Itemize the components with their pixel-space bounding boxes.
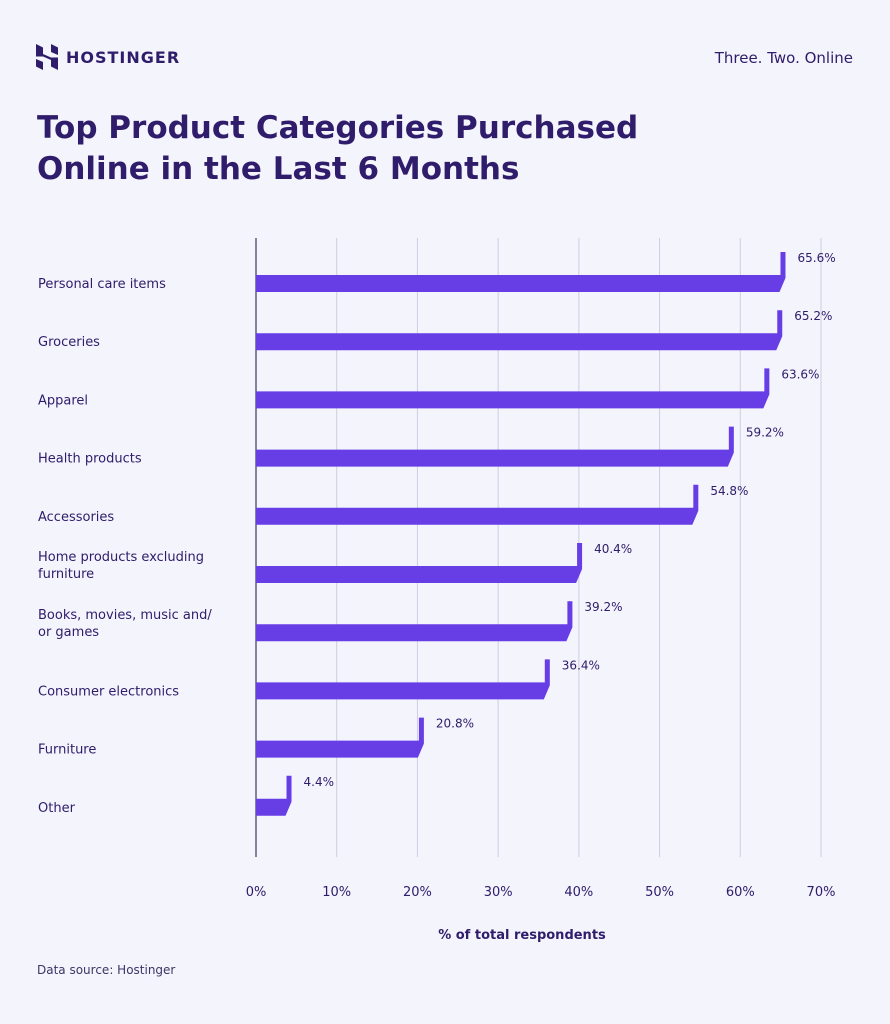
- bar: [256, 717, 424, 758]
- data-label: 40.4%: [594, 542, 632, 556]
- bar: [256, 543, 583, 583]
- category-label: furniture: [38, 567, 94, 582]
- x-tick-label: 10%: [322, 885, 351, 900]
- x-tick-label: 60%: [726, 885, 755, 900]
- category-label: Furniture: [38, 743, 96, 758]
- data-label: 59.2%: [746, 426, 784, 440]
- data-label: 36.4%: [562, 658, 600, 672]
- data-label: 63.6%: [781, 367, 819, 381]
- data-label: 4.4%: [304, 775, 335, 789]
- bar: [256, 426, 734, 467]
- data-label: 54.8%: [710, 484, 748, 498]
- bar: [256, 310, 783, 351]
- bar: [256, 601, 573, 642]
- x-axis-title: % of total respondents: [438, 928, 606, 943]
- category-label: Health products: [38, 452, 142, 467]
- data-label: 20.8%: [436, 717, 474, 731]
- bar: [256, 252, 786, 292]
- category-label: Consumer electronics: [38, 684, 179, 699]
- x-tick-label: 0%: [246, 885, 267, 900]
- brand-name: HOSTINGER: [66, 47, 181, 67]
- category-label: Groceries: [38, 335, 100, 350]
- bar: [256, 659, 550, 700]
- brand-logo: HOSTINGER: [36, 44, 180, 70]
- data-source: Data source: Hostinger: [37, 963, 176, 977]
- category-label: Apparel: [38, 393, 88, 408]
- category-label: or games: [38, 625, 99, 640]
- bar: [256, 484, 699, 525]
- data-label: 65.2%: [794, 309, 832, 323]
- x-tick-label: 30%: [484, 885, 513, 900]
- category-label: Home products excluding: [38, 550, 204, 565]
- data-label: 65.6%: [797, 251, 835, 265]
- data-label: 39.2%: [584, 600, 622, 614]
- x-tick-label: 40%: [564, 885, 593, 900]
- category-label: Other: [38, 801, 76, 816]
- bar: [256, 775, 292, 816]
- category-label: Accessories: [38, 510, 114, 525]
- x-tick-label: 20%: [403, 885, 432, 900]
- category-label: Books, movies, music and/: [38, 608, 212, 623]
- category-label: Personal care items: [38, 277, 166, 292]
- chart-title: Top Product Categories Purchased Online …: [37, 110, 639, 187]
- x-tick-label: 70%: [807, 885, 836, 900]
- x-tick-label: 50%: [645, 885, 674, 900]
- bar: [256, 368, 770, 409]
- hostinger-logo-icon: [36, 44, 58, 70]
- tagline: Three. Two. Online: [714, 49, 853, 67]
